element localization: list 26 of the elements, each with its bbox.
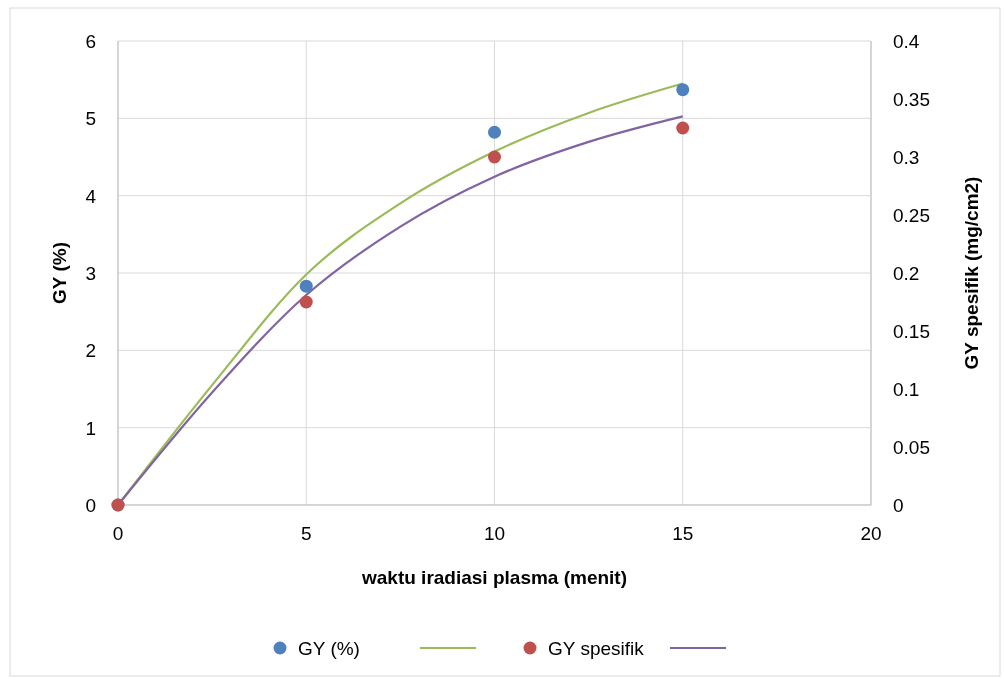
y2-tick-label: 0.2 [893,263,920,284]
y-tick-label: 2 [85,340,96,362]
y2-tick-label: 0.25 [893,205,930,226]
y2-tick-label: 0.15 [893,321,930,342]
y-tick-label: 6 [85,31,96,52]
y-tick-label: 3 [85,263,96,284]
y2-axis-title: GY spesifik (mg/cm2) [961,176,982,370]
y2-tick-label: 0.05 [893,437,930,458]
legend-label: GY spesifik [548,638,645,659]
y-tick-label: 5 [85,108,96,130]
x-tick-label: 20 [860,523,882,544]
y2-tick-label: 0 [893,495,904,516]
y-tick-label: 1 [85,417,96,439]
y2-tick-label: 0.3 [893,147,920,168]
x-tick-label: 15 [672,523,694,544]
y-axis-title: GY (%) [49,242,70,304]
x-tick-label: 10 [483,523,506,544]
x-tick-label: 0 [112,523,124,544]
legend-label: GY (%) [298,638,360,659]
x-axis-title: waktu iradiasi plasma (menit) [360,567,628,588]
y2-tick-label: 0.1 [893,379,920,400]
y2-tick-label: 0.4 [893,31,920,52]
y-tick-label: 4 [85,185,97,207]
y2-tick-label: 0.35 [893,89,930,110]
y-tick-label: 0 [85,495,96,516]
x-tick-label: 5 [300,523,312,544]
